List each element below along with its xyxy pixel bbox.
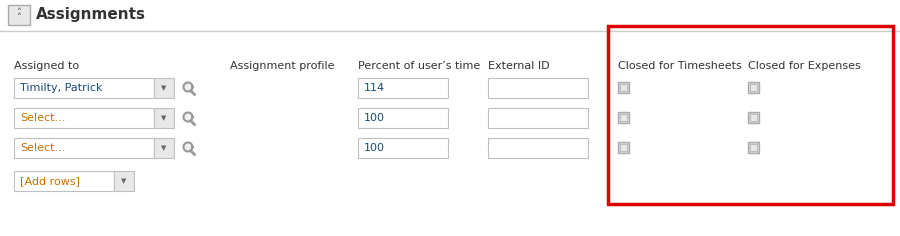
Bar: [14, 78, 154, 98]
Text: 100: 100: [364, 113, 385, 123]
Polygon shape: [184, 83, 193, 92]
Bar: [0, 0, 900, 31]
Bar: [358, 138, 448, 158]
Bar: [14, 138, 154, 158]
Text: ▼: ▼: [161, 115, 166, 121]
Text: ˄: ˄: [16, 13, 22, 23]
Text: Select...: Select...: [20, 143, 66, 153]
Text: External ID: External ID: [488, 61, 550, 71]
Bar: [154, 78, 174, 98]
Text: ▼: ▼: [122, 178, 127, 184]
Bar: [748, 142, 759, 153]
Bar: [618, 82, 629, 93]
Bar: [618, 112, 629, 123]
Bar: [14, 171, 114, 191]
Bar: [608, 26, 893, 204]
Bar: [14, 108, 154, 128]
Polygon shape: [184, 143, 193, 152]
Text: 100: 100: [364, 143, 385, 153]
Bar: [8, 5, 30, 25]
Bar: [620, 114, 627, 121]
Bar: [750, 114, 757, 121]
Text: Assignments: Assignments: [36, 8, 146, 22]
Bar: [114, 171, 134, 191]
Text: Select...: Select...: [20, 113, 66, 123]
Text: Assigned to: Assigned to: [14, 61, 79, 71]
Text: ▼: ▼: [161, 145, 166, 151]
Text: Assignment profile: Assignment profile: [230, 61, 335, 71]
Text: Percent of user’s time: Percent of user’s time: [358, 61, 481, 71]
Bar: [488, 108, 588, 128]
Bar: [620, 144, 627, 151]
Bar: [488, 78, 588, 98]
Text: [Add rows]: [Add rows]: [20, 176, 80, 186]
Text: 114: 114: [364, 83, 385, 93]
Bar: [154, 138, 174, 158]
Text: ˄: ˄: [16, 8, 22, 18]
Text: ▼: ▼: [161, 85, 166, 91]
Polygon shape: [184, 113, 193, 122]
Text: Closed for Timesheets: Closed for Timesheets: [618, 61, 742, 71]
Bar: [750, 144, 757, 151]
Bar: [748, 112, 759, 123]
Bar: [620, 84, 627, 91]
Text: Closed for Expenses: Closed for Expenses: [748, 61, 860, 71]
Bar: [618, 142, 629, 153]
Bar: [358, 108, 448, 128]
Bar: [154, 108, 174, 128]
Bar: [358, 78, 448, 98]
Text: Timilty, Patrick: Timilty, Patrick: [20, 83, 103, 93]
Bar: [488, 138, 588, 158]
Bar: [748, 82, 759, 93]
Bar: [750, 84, 757, 91]
